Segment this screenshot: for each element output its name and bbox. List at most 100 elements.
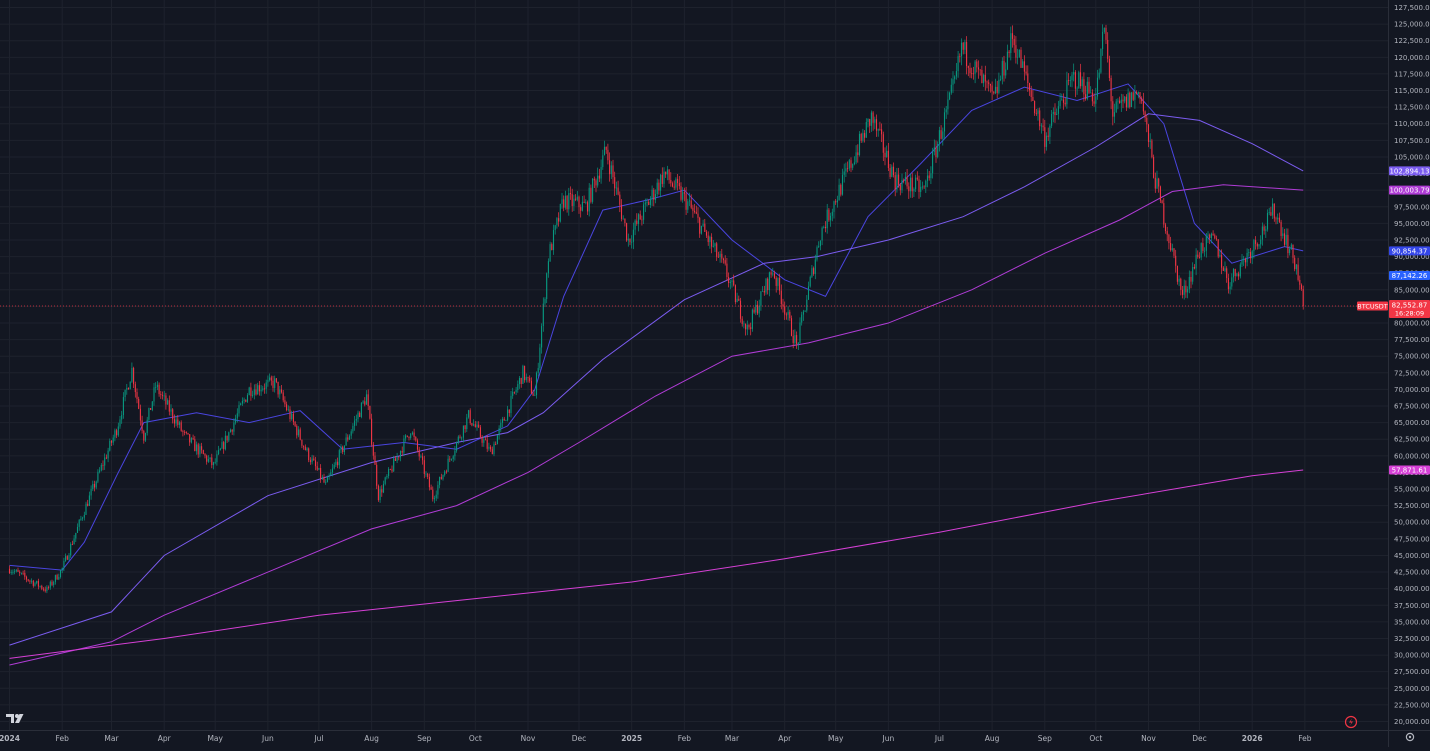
candle-body[interactable] (870, 112, 872, 126)
candle-body[interactable] (1056, 113, 1058, 116)
candle-body[interactable] (734, 285, 736, 303)
candle-body[interactable] (326, 476, 328, 483)
candle-body[interactable] (733, 280, 735, 286)
candle-body[interactable] (568, 193, 570, 210)
candle-body[interactable] (719, 253, 721, 258)
candle-body[interactable] (1010, 33, 1012, 53)
candle-body[interactable] (331, 468, 334, 473)
candle-body[interactable] (258, 385, 260, 392)
candle-body[interactable] (537, 368, 539, 373)
candle-body[interactable] (416, 440, 419, 450)
candle-body[interactable] (1069, 80, 1071, 81)
candle-body[interactable] (99, 470, 101, 472)
candle-body[interactable] (1261, 226, 1263, 240)
candle-body[interactable] (379, 489, 381, 501)
candle-body[interactable] (1013, 38, 1015, 46)
candle-body[interactable] (287, 409, 289, 411)
candle-body[interactable] (134, 384, 136, 393)
candle-body[interactable] (600, 167, 602, 179)
candle-body[interactable] (1011, 33, 1014, 39)
candle-body[interactable] (651, 189, 653, 199)
candle-body[interactable] (1044, 127, 1046, 147)
candle-body[interactable] (114, 430, 116, 438)
candle-body[interactable] (160, 394, 162, 395)
price-axis[interactable]: 20,000.00 22,500.00 25,000.00 27,500.00 30,0… (1394, 4, 1430, 726)
candle-body[interactable] (1073, 72, 1075, 75)
candle-body[interactable] (551, 244, 553, 251)
candle-body[interactable] (670, 179, 672, 184)
candle-body[interactable] (790, 318, 793, 336)
candle-body[interactable] (1183, 285, 1185, 295)
candle-body[interactable] (964, 41, 966, 50)
candle-body[interactable] (949, 92, 951, 100)
candle-body[interactable] (738, 298, 740, 301)
candle-body[interactable] (646, 201, 648, 203)
candle-body[interactable] (947, 99, 949, 110)
candle-body[interactable] (996, 86, 998, 93)
candle-body[interactable] (347, 437, 349, 440)
candle-body[interactable] (240, 403, 242, 406)
candle-body[interactable] (388, 469, 390, 476)
candle-body[interactable] (1278, 217, 1280, 222)
candle-body[interactable] (981, 69, 983, 84)
candle-body[interactable] (1209, 234, 1211, 239)
candle-body[interactable] (1151, 140, 1153, 158)
candle-body[interactable] (195, 444, 198, 452)
candle-body[interactable] (1037, 110, 1039, 114)
candle-body[interactable] (1153, 157, 1155, 178)
candle-body[interactable] (413, 432, 415, 437)
candle-body[interactable] (969, 67, 971, 74)
candle-body[interactable] (1124, 96, 1126, 102)
candle-body[interactable] (396, 456, 398, 461)
candle-body[interactable] (721, 253, 723, 259)
candle-body[interactable] (578, 196, 580, 208)
candle-body[interactable] (1207, 234, 1209, 236)
candle-body[interactable] (1297, 264, 1299, 280)
candle-body[interactable] (51, 581, 53, 585)
candle-body[interactable] (253, 389, 255, 395)
candle-body[interactable] (1108, 58, 1110, 79)
candle-body[interactable] (146, 419, 148, 433)
candle-body[interactable] (765, 278, 767, 293)
candle-body[interactable] (282, 392, 284, 401)
candle-body[interactable] (201, 446, 203, 451)
candle-body[interactable] (768, 272, 770, 291)
candle-body[interactable] (784, 306, 786, 315)
candle-body[interactable] (31, 580, 33, 582)
candle-body[interactable] (709, 236, 711, 243)
candle-body[interactable] (697, 213, 699, 218)
candle-body[interactable] (726, 263, 728, 277)
candle-body[interactable] (739, 300, 742, 319)
candle-body[interactable] (1198, 256, 1201, 258)
candle-body[interactable] (280, 389, 283, 393)
candle-body[interactable] (860, 133, 862, 141)
candle-body[interactable] (156, 384, 158, 387)
candle-body[interactable] (110, 440, 113, 443)
candle-body[interactable] (583, 201, 585, 203)
candle-body[interactable] (1028, 83, 1031, 91)
candle-body[interactable] (826, 209, 828, 229)
candle-body[interactable] (41, 586, 43, 589)
candle-body[interactable] (563, 199, 565, 208)
candle-body[interactable] (437, 484, 439, 495)
candle-body[interactable] (1105, 27, 1107, 40)
candle-body[interactable] (42, 588, 45, 590)
candle-body[interactable] (56, 575, 58, 580)
candle-body[interactable] (415, 436, 417, 441)
candle-body[interactable] (1175, 255, 1177, 266)
candle-body[interactable] (1234, 269, 1236, 276)
candle-body[interactable] (813, 268, 815, 274)
candle-body[interactable] (1266, 212, 1269, 230)
candle-body[interactable] (802, 311, 804, 315)
candle-body[interactable] (554, 225, 556, 231)
candle-body[interactable] (318, 467, 320, 470)
candle-body[interactable] (304, 446, 306, 451)
candle-body[interactable] (1239, 264, 1241, 277)
candle-body[interactable] (180, 422, 182, 431)
candle-body[interactable] (663, 171, 665, 184)
candle-body[interactable] (199, 446, 201, 455)
candle-body[interactable] (1212, 233, 1214, 236)
candle-body[interactable] (535, 372, 538, 396)
candle-body[interactable] (15, 569, 17, 572)
candle-body[interactable] (462, 425, 464, 438)
